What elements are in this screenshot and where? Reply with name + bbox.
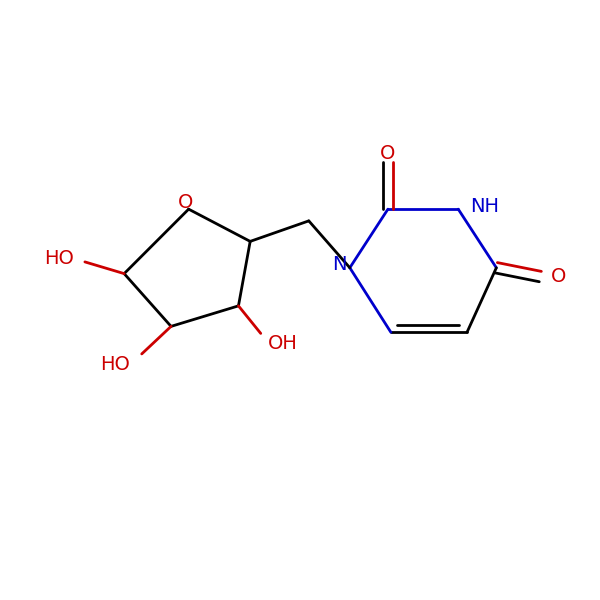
Text: HO: HO [44, 250, 74, 268]
Text: HO: HO [100, 355, 130, 374]
Text: OH: OH [268, 334, 298, 353]
Text: NH: NH [470, 197, 499, 216]
Text: N: N [332, 256, 347, 274]
Text: O: O [178, 193, 193, 212]
Text: O: O [551, 267, 566, 286]
Text: O: O [380, 144, 395, 163]
